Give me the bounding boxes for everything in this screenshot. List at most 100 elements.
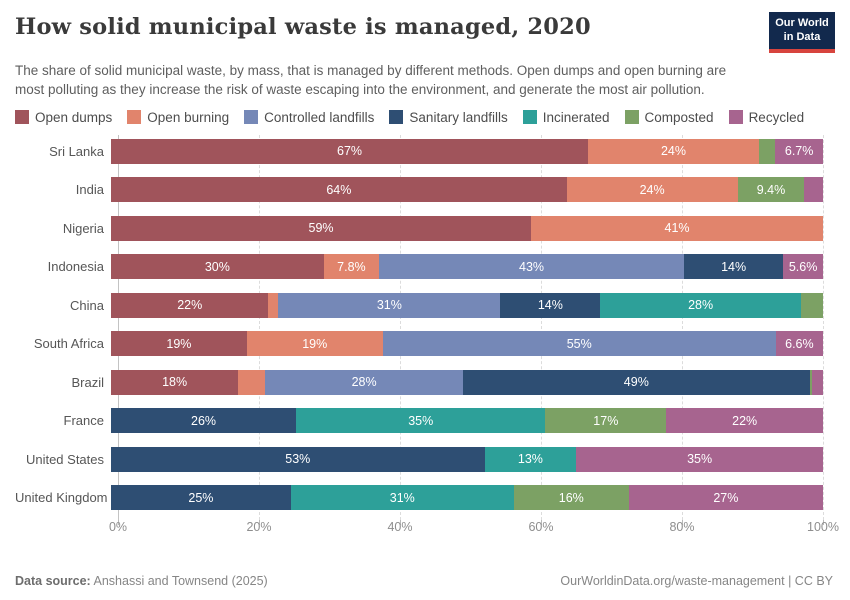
bar-segment[interactable] (809, 369, 813, 395)
bar-segment[interactable]: 17% (545, 408, 667, 434)
bar-segment[interactable]: 22% (666, 408, 823, 434)
segment-value-label: 7.8% (337, 259, 366, 274)
bar-segment[interactable]: 16% (513, 485, 629, 511)
bar-segment[interactable]: 19% (111, 331, 247, 357)
header: How solid municipal waste is managed, 20… (15, 12, 835, 53)
x-tick-label: 80% (669, 520, 695, 535)
country-label[interactable]: South Africa (33, 336, 104, 352)
bar-segment[interactable] (758, 138, 776, 164)
page-title: How solid municipal waste is managed, 20… (15, 14, 591, 40)
bar-segment[interactable] (268, 292, 279, 318)
country-label[interactable]: Sri Lanka (49, 143, 104, 159)
bar-segment[interactable]: 53% (111, 446, 485, 472)
data-source: Data source: Anshassi and Townsend (2025… (15, 574, 268, 588)
bar-segment[interactable]: 22% (111, 292, 269, 318)
segment-value-label: 31% (376, 298, 402, 313)
x-tick-label: 0% (108, 520, 128, 535)
bar-segment[interactable]: 24% (588, 138, 759, 164)
country-label[interactable]: France (63, 413, 104, 429)
bar-segment[interactable]: 6.7% (775, 138, 823, 164)
bar-segment[interactable]: 67% (111, 138, 589, 164)
bar-segment[interactable]: 31% (278, 292, 501, 318)
x-axis: 0% 20% 40% 60% 80% 100% (109, 518, 839, 538)
stacked-bar: 30% 7.8% 43% 14% 5.6% (111, 254, 823, 280)
bar-segment[interactable] (800, 292, 823, 318)
legend-item-sanitary-landfills[interactable]: Sanitary landfills (389, 110, 508, 125)
gridline-40 (400, 134, 401, 526)
country-label[interactable]: United Kingdom (15, 490, 108, 506)
segment-value-label: 49% (623, 375, 649, 390)
bar-segment[interactable]: 6.6% (775, 331, 823, 357)
country-label[interactable]: Indonesia (47, 259, 104, 275)
bar-segment[interactable] (804, 177, 823, 203)
legend-swatch (15, 110, 29, 125)
country-label[interactable]: United States (25, 451, 104, 467)
country-label[interactable]: China (70, 297, 104, 313)
segment-value-label: 30% (204, 259, 230, 274)
tick-mark (259, 520, 260, 526)
segment-value-label: 27% (713, 490, 739, 505)
bar-segment[interactable]: 5.6% (783, 254, 823, 280)
bar-segment[interactable]: 28% (600, 292, 801, 318)
owid-logo-line2: in Data (783, 30, 821, 43)
segment-value-label: 25% (188, 490, 214, 505)
bar-segment[interactable]: 19% (246, 331, 383, 357)
bar-segment[interactable] (238, 369, 266, 395)
legend-swatch (522, 110, 537, 125)
gridline-60 (541, 134, 542, 526)
bar-segment[interactable]: 9.4% (737, 177, 805, 203)
legend: Open dumps Open burning Controlled landfil… (15, 110, 835, 125)
segment-value-label: 53% (285, 452, 311, 467)
legend-item-controlled-landfills[interactable]: Controlled landfills (244, 110, 374, 125)
bar-segment[interactable]: 43% (379, 254, 684, 280)
x-tick-label: 60% (528, 520, 554, 535)
segment-value-label: 16% (558, 490, 584, 505)
bar-segment[interactable]: 35% (576, 446, 823, 472)
bar-segment[interactable]: 14% (683, 254, 784, 280)
footer-link[interactable]: OurWorldinData.org/waste-management | CC… (560, 574, 833, 588)
segment-value-label: 59% (308, 221, 334, 236)
segment-value-label: 18% (162, 375, 188, 390)
segment-value-label: 22% (732, 413, 758, 428)
country-label[interactable]: India (75, 182, 104, 198)
segment-value-label: 13% (517, 452, 543, 467)
segment-value-label: 5.6% (788, 259, 818, 274)
bar-segment[interactable]: 13% (484, 446, 577, 472)
bar-segment[interactable]: 18% (111, 369, 239, 395)
gridline-100 (823, 134, 824, 526)
segment-value-label: 19% (166, 336, 192, 351)
legend-item-composted[interactable]: Composted (624, 109, 714, 125)
bar-segment[interactable]: 26% (111, 408, 297, 434)
tick-mark (682, 520, 683, 526)
bar-segment[interactable]: 14% (500, 292, 601, 318)
bar-segment[interactable]: 7.8% (323, 254, 380, 280)
bar-segment[interactable]: 25% (111, 485, 291, 511)
country-label[interactable]: Brazil (71, 374, 104, 390)
bar-segment[interactable]: 49% (463, 369, 810, 395)
segment-value-label: 31% (389, 490, 415, 505)
bar-segment[interactable]: 27% (628, 485, 823, 511)
bar-segment[interactable]: 30% (111, 254, 324, 280)
bar-segment[interactable] (812, 369, 823, 395)
segment-value-label: 24% (639, 182, 665, 197)
legend-swatch (728, 110, 743, 125)
bar-segment[interactable]: 55% (382, 331, 776, 357)
bar-segment[interactable]: 35% (296, 408, 546, 434)
owid-logo[interactable]: Our World in Data (769, 12, 835, 53)
legend-item-open-burning[interactable]: Open burning (127, 110, 229, 125)
country-label[interactable]: Nigeria (62, 220, 104, 236)
bar-segment[interactable]: 41% (531, 215, 823, 241)
bar-segment[interactable]: 64% (111, 177, 567, 203)
bar-segment[interactable]: 24% (566, 177, 738, 203)
bar-segment[interactable]: 59% (111, 215, 532, 241)
legend-label: Composted (644, 109, 714, 125)
bar-segment[interactable]: 28% (265, 369, 464, 395)
legend-item-incinerated[interactable]: Incinerated (522, 110, 610, 125)
legend-item-recycled[interactable]: Recycled (728, 110, 804, 125)
segment-value-label: 22% (177, 298, 203, 313)
legend-item-open-dumps[interactable]: Open dumps (15, 110, 112, 125)
x-tick-label: 100% (807, 520, 839, 535)
segment-value-label: 35% (408, 413, 434, 428)
bar-segment[interactable]: 31% (290, 485, 514, 511)
